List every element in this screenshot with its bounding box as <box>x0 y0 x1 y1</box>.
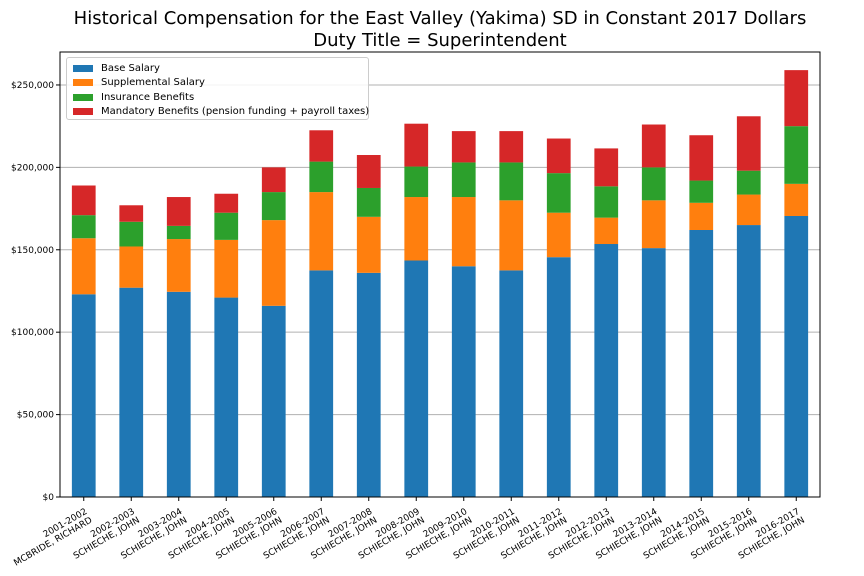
legend-swatch <box>73 108 93 116</box>
bar-mandatory-benefits-pension-funding-payroll-taxes-7 <box>404 123 429 167</box>
bar-mandatory-benefits-pension-funding-payroll-taxes-4 <box>261 167 286 193</box>
bar-base-salary-14 <box>736 225 761 498</box>
bar-mandatory-benefits-pension-funding-payroll-taxes-15 <box>784 70 809 127</box>
bar-mandatory-benefits-pension-funding-payroll-taxes-0 <box>71 185 96 216</box>
legend-swatch <box>73 93 93 101</box>
legend-swatch <box>73 64 93 72</box>
legend-item: Mandatory Benefits (pension funding + pa… <box>73 105 369 120</box>
y-tick-label: $200,000 <box>11 163 54 173</box>
bar-mandatory-benefits-pension-funding-payroll-taxes-14 <box>736 116 761 171</box>
bar-supplemental-salary-0 <box>71 238 96 295</box>
legend-item: Insurance Benefits <box>73 90 362 105</box>
bar-mandatory-benefits-pension-funding-payroll-taxes-3 <box>214 193 239 213</box>
bar-base-salary-3 <box>214 297 239 497</box>
bar-insurance-benefits-7 <box>404 166 429 198</box>
bar-insurance-benefits-14 <box>736 170 761 195</box>
legend-item: Supplemental Salary <box>73 76 362 91</box>
bar-supplemental-salary-8 <box>451 197 476 267</box>
bar-base-salary-15 <box>784 215 809 498</box>
bar-insurance-benefits-10 <box>546 173 571 213</box>
bar-supplemental-salary-10 <box>546 212 571 258</box>
bar-insurance-benefits-11 <box>594 186 619 218</box>
axes-frame <box>59 51 821 498</box>
bar-insurance-benefits-1 <box>119 221 144 247</box>
bar-base-salary-7 <box>404 260 429 497</box>
bar-base-salary-1 <box>119 287 144 497</box>
bar-supplemental-salary-2 <box>166 239 191 292</box>
bar-supplemental-salary-15 <box>784 183 809 216</box>
bar-insurance-benefits-3 <box>214 212 239 240</box>
bar-base-salary-5 <box>309 270 334 497</box>
legend-swatch <box>73 79 93 87</box>
bar-insurance-benefits-8 <box>451 162 476 198</box>
bar-mandatory-benefits-pension-funding-payroll-taxes-1 <box>119 205 144 222</box>
legend: Base Salary Supplemental Salary Insurance … <box>66 57 369 120</box>
y-tick-label: $50,000 <box>17 411 54 421</box>
chart-subtitle: Duty Title = Superintendent <box>313 30 567 51</box>
bar-mandatory-benefits-pension-funding-payroll-taxes-13 <box>689 135 714 181</box>
x-tick-label-line: MCBRIDE, RICHARD <box>12 516 94 569</box>
bar-mandatory-benefits-pension-funding-payroll-taxes-5 <box>309 130 334 162</box>
y-tick-label: $150,000 <box>11 246 54 256</box>
bar-supplemental-salary-5 <box>309 192 334 271</box>
chart-title: Historical Compensation for the East Val… <box>73 8 807 29</box>
bar-supplemental-salary-12 <box>641 200 666 249</box>
bar-supplemental-salary-9 <box>499 200 524 271</box>
bar-base-salary-13 <box>689 230 714 497</box>
bar-mandatory-benefits-pension-funding-payroll-taxes-12 <box>641 124 666 168</box>
bar-base-salary-2 <box>166 291 191 497</box>
bar-supplemental-salary-14 <box>736 194 761 226</box>
bar-mandatory-benefits-pension-funding-payroll-taxes-6 <box>356 155 381 188</box>
y-tick-label: $0 <box>43 493 55 503</box>
bar-supplemental-salary-7 <box>404 197 429 261</box>
legend-label: Supplemental Salary <box>101 77 205 89</box>
bar-base-salary-10 <box>546 257 571 497</box>
y-tick-label: $250,000 <box>11 81 54 91</box>
legend-item: Base Salary <box>73 61 362 76</box>
x-tick-label: 2001-2002MCBRIDE, RICHARD <box>7 507 94 569</box>
bar-base-salary-4 <box>261 305 286 497</box>
bar-mandatory-benefits-pension-funding-payroll-taxes-9 <box>499 131 524 163</box>
bar-insurance-benefits-15 <box>784 126 809 184</box>
bar-supplemental-salary-6 <box>356 216 381 273</box>
y-tick-label: $100,000 <box>11 328 54 338</box>
bar-insurance-benefits-12 <box>641 167 666 201</box>
legend-label: Insurance Benefits <box>101 91 195 103</box>
bar-base-salary-0 <box>71 294 96 497</box>
bar-supplemental-salary-1 <box>119 246 144 288</box>
bar-supplemental-salary-11 <box>594 217 619 245</box>
bar-base-salary-12 <box>641 248 666 497</box>
bar-mandatory-benefits-pension-funding-payroll-taxes-10 <box>546 138 571 174</box>
bar-insurance-benefits-13 <box>689 180 714 203</box>
bar-insurance-benefits-0 <box>71 215 96 239</box>
bar-supplemental-salary-13 <box>689 202 714 230</box>
bar-insurance-benefits-9 <box>499 162 524 201</box>
bar-insurance-benefits-6 <box>356 187 381 217</box>
legend-label: Mandatory Benefits (pension funding + pa… <box>101 106 370 118</box>
bar-mandatory-benefits-pension-funding-payroll-taxes-11 <box>594 148 619 187</box>
bar-insurance-benefits-4 <box>261 192 286 221</box>
bar-insurance-benefits-2 <box>166 225 191 240</box>
bar-mandatory-benefits-pension-funding-payroll-taxes-8 <box>451 131 476 163</box>
bar-base-salary-8 <box>451 266 476 497</box>
bar-base-salary-9 <box>499 270 524 497</box>
bar-mandatory-benefits-pension-funding-payroll-taxes-2 <box>166 197 191 226</box>
bar-base-salary-6 <box>356 272 381 497</box>
legend-label: Base Salary <box>101 62 160 74</box>
bar-insurance-benefits-5 <box>309 161 334 193</box>
bar-supplemental-salary-4 <box>261 220 286 306</box>
bar-base-salary-11 <box>594 244 619 497</box>
bar-supplemental-salary-3 <box>214 239 239 298</box>
